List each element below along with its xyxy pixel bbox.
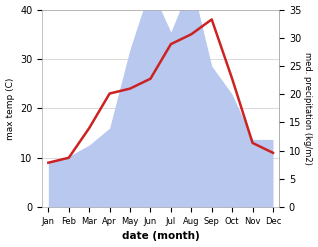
- Y-axis label: med. precipitation (kg/m2): med. precipitation (kg/m2): [303, 52, 313, 165]
- Y-axis label: max temp (C): max temp (C): [5, 77, 15, 140]
- X-axis label: date (month): date (month): [122, 231, 199, 242]
